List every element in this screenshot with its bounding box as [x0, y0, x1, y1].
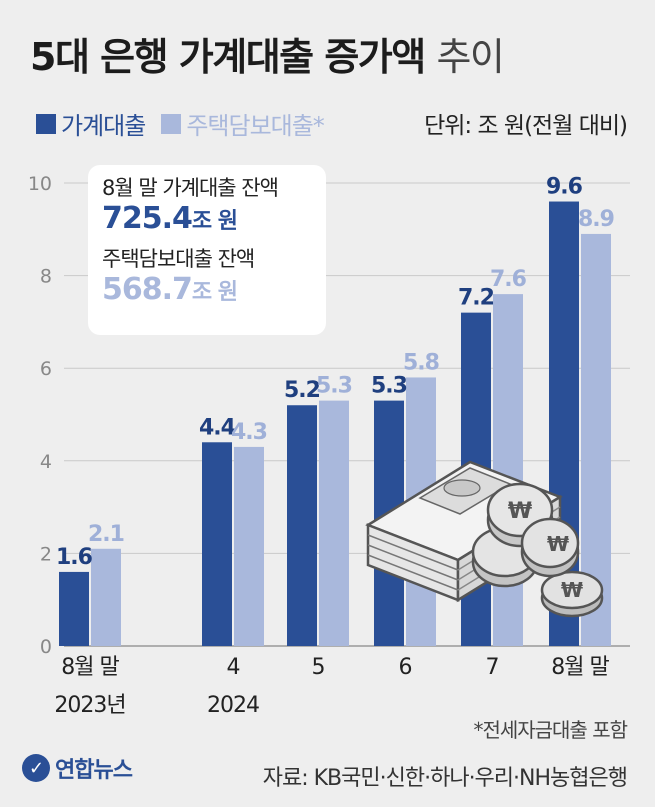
- value-labels: 1.64.45.2 5.37.29.62.14.35.35.87.68.9: [56, 175, 615, 570]
- mortgage-balance-label: 주택담보대출 잔액: [102, 247, 255, 271]
- y-tick-labels: 0 2 4 6 8 10: [28, 173, 52, 658]
- bar-mortgage: [91, 548, 121, 646]
- x-tick-label: 7: [485, 655, 500, 680]
- value-label-household: 4.4: [199, 415, 236, 440]
- bar-mortgage: [234, 446, 264, 646]
- logo-text: 연합뉴스: [55, 758, 133, 783]
- household-balance-value: 725.4조 원: [102, 201, 326, 240]
- legend-item-household: 가계대출: [36, 106, 146, 141]
- y-tick-label: 4: [40, 451, 52, 473]
- x-tick-label: 4 2024: [207, 655, 260, 718]
- title-bold: 5대 은행 가계대출 증가액: [30, 35, 426, 79]
- legend-swatch-mortgage: [161, 113, 182, 134]
- footnote: *전세자금대출 포함: [473, 718, 628, 742]
- svg-text:₩: ₩: [561, 578, 583, 602]
- value-label-mortgage: 4.3: [231, 420, 267, 445]
- unit-label: 단위: 조 원(전월 대비): [424, 113, 628, 139]
- bar-household: [59, 571, 89, 646]
- mortgage-balance-number: 568.7: [102, 272, 193, 307]
- source-note: 자료: KB국민·신한·하나·우리·NH농협은행: [262, 766, 628, 791]
- y-tick-label: 0: [40, 636, 52, 658]
- household-balance-label: 8월 말 가계대출 잔액: [102, 176, 279, 200]
- value-label-household: 5.3: [371, 374, 407, 399]
- yonhap-logo-icon: ✓: [22, 754, 50, 782]
- balance-infobox: 8월 말 가계대출 잔액 725.4조 원 주택담보대출 잔액 568.7조 원: [88, 165, 326, 335]
- value-label-household: 9.6: [546, 175, 583, 200]
- x-tick-label: 5: [311, 655, 326, 680]
- legend: 가계대출 주택담보대출*: [36, 106, 340, 141]
- x-tick-label: 8월 말: [551, 655, 609, 680]
- household-balance-number: 725.4: [102, 201, 193, 236]
- yonhap-logo: ✓ 연합뉴스: [22, 752, 133, 784]
- x-tick-label: 6: [398, 655, 413, 680]
- y-tick-label: 6: [40, 358, 52, 380]
- chart-title: 5대 은행 가계대출 증가액 추이: [30, 26, 505, 81]
- household-balance-unit: 조 원: [191, 209, 238, 234]
- bar-mortgage: [319, 400, 349, 646]
- bar-mortgage: [493, 294, 523, 646]
- value-label-mortgage: 7.6: [490, 267, 527, 292]
- y-tick-label: 8: [40, 266, 52, 288]
- value-label-mortgage: 5.8: [403, 350, 439, 375]
- legend-label-household: 가계대출: [61, 112, 146, 140]
- money-illustration: ₩ ₩ ₩: [365, 460, 604, 618]
- value-label-mortgage: 8.9: [578, 207, 614, 232]
- legend-label-mortgage: 주택담보대출*: [186, 112, 324, 140]
- svg-text:₩: ₩: [547, 532, 569, 556]
- legend-swatch-household: [36, 113, 56, 134]
- value-label-household: 7.2: [458, 286, 494, 311]
- x-tick-label: 8월 말 2023년: [54, 655, 126, 718]
- bar-household: [287, 405, 317, 646]
- value-label-household: 1.6: [56, 545, 93, 570]
- coin-stack-icon: ₩ ₩ ₩: [471, 482, 604, 618]
- title-light: 추이: [436, 35, 504, 79]
- y-tick-label: 10: [28, 173, 52, 195]
- value-label-mortgage: 5.3: [316, 374, 352, 399]
- value-label-household: 5.2: [284, 378, 320, 403]
- legend-item-mortgage: 주택담보대출*: [161, 106, 325, 141]
- mortgage-balance-unit: 조 원: [191, 280, 238, 305]
- svg-text:₩: ₩: [508, 499, 532, 524]
- mortgage-balance-value: 568.7조 원: [102, 272, 326, 311]
- value-label-mortgage: 2.1: [88, 522, 124, 547]
- y-tick-label: 2: [40, 543, 52, 565]
- bar-household: [202, 442, 232, 646]
